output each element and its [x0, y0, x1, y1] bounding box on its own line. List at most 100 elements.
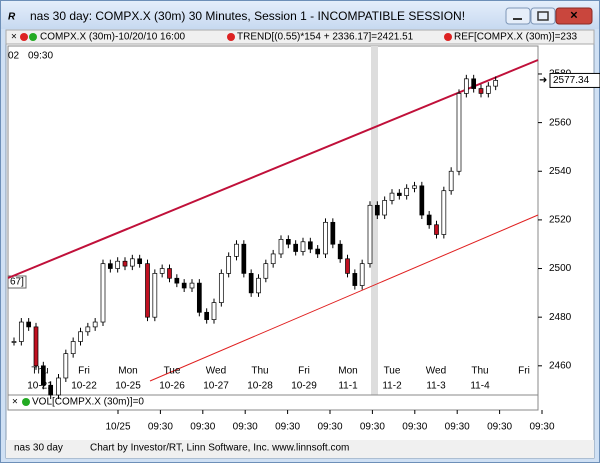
- candle-body: [107, 263, 113, 269]
- y-tick-label: 2480: [549, 312, 572, 323]
- day-weekday: Tue: [164, 366, 181, 377]
- time-label: 09:30: [275, 422, 300, 433]
- candle-body: [389, 192, 395, 201]
- volume-sep: ×: [12, 397, 18, 408]
- close-icon: ✕: [570, 11, 578, 22]
- candle-body: [159, 268, 165, 274]
- time-label: 09:30: [190, 422, 215, 433]
- legend-dot: [29, 33, 37, 41]
- time-label: 09:30: [487, 422, 512, 433]
- day-weekday: Tue: [384, 366, 401, 377]
- candle-body: [122, 260, 128, 267]
- candle-body: [293, 243, 299, 252]
- session-gap: [371, 46, 378, 395]
- clipped-box: [7, 275, 27, 289]
- day-date: 10-27: [203, 381, 229, 392]
- day-weekday: Thu: [471, 366, 488, 377]
- minimize-button[interactable]: [505, 7, 531, 25]
- candle-body: [382, 200, 388, 216]
- chart-layer: 2460248025002520254025602580Thu10-21Fri1…: [11, 69, 600, 433]
- legend-sep: ×: [11, 32, 17, 43]
- time-label: 09:30: [148, 422, 173, 433]
- footer-name: nas 30 day: [14, 443, 63, 454]
- candle-body: [152, 273, 158, 318]
- candle-body: [315, 248, 321, 255]
- day-date: 11-2: [382, 381, 402, 392]
- clipped-value: 67]: [10, 277, 24, 288]
- day-weekday: Wed: [426, 366, 446, 377]
- day-weekday: Wed: [206, 366, 226, 377]
- day-date: 10-22: [71, 381, 97, 392]
- day-date: 10-26: [159, 381, 185, 392]
- candle-body: [396, 192, 402, 196]
- candle-body: [48, 384, 54, 396]
- candle-body: [234, 243, 239, 257]
- candle-body: [56, 377, 61, 396]
- candle-body: [456, 93, 462, 172]
- candle-body: [493, 80, 499, 87]
- maximize-button[interactable]: [530, 7, 556, 25]
- candle-body: [129, 258, 135, 267]
- candle-body: [337, 243, 343, 260]
- candle-body: [374, 204, 380, 216]
- app-icon: R: [8, 12, 16, 23]
- candle-body: [426, 214, 432, 226]
- day-date: 10-25: [115, 381, 141, 392]
- time-label: 09:30: [445, 422, 470, 433]
- candle-body: [40, 365, 46, 386]
- time-label: 10/25: [105, 422, 130, 433]
- clipped-time: 09:30: [28, 51, 53, 62]
- candle-body: [485, 85, 491, 94]
- day-weekday: Mon: [118, 366, 137, 377]
- candle-body: [471, 78, 477, 89]
- candle-body: [263, 263, 269, 279]
- candle-body: [167, 268, 172, 279]
- time-label: 09:30: [233, 422, 258, 433]
- candle-body: [463, 78, 469, 94]
- candle-body: [115, 260, 121, 269]
- volume-label: VOL[COMPX.X (30m)]=0: [32, 397, 144, 408]
- y-tick-label: 2540: [549, 166, 572, 177]
- legend-dot: [444, 33, 452, 41]
- candle-body: [174, 277, 180, 284]
- y-tick-label: 2520: [549, 215, 572, 226]
- day-date: 11-1: [338, 381, 358, 392]
- legend-ref: REF[COMPX.X (30m)]=233: [454, 32, 578, 43]
- candle-body: [85, 326, 91, 333]
- candle-body: [323, 221, 328, 255]
- day-weekday: Thu: [31, 366, 48, 377]
- candle-body: [352, 273, 358, 286]
- candle-body: [204, 311, 210, 320]
- day-date: 10-28: [247, 381, 273, 392]
- legend-dot: [22, 398, 30, 406]
- candle-body: [278, 238, 284, 255]
- candle-body: [218, 273, 224, 303]
- day-date: 10-29: [291, 381, 317, 392]
- candle-body: [256, 277, 261, 294]
- candle-body: [100, 263, 106, 323]
- time-label: 09:30: [360, 422, 385, 433]
- candle-body: [33, 326, 39, 367]
- status-bar: [6, 440, 594, 458]
- candle-body: [137, 258, 143, 265]
- day-weekday: Fri: [298, 366, 310, 377]
- time-label: 09:30: [529, 422, 554, 433]
- candle-body: [78, 331, 83, 342]
- day-weekday: Fri: [518, 366, 530, 377]
- candle-body: [18, 321, 24, 342]
- clipped-date: 02: [8, 51, 20, 62]
- candle-body: [330, 221, 336, 245]
- day-weekday: Mon: [338, 366, 357, 377]
- y-tick-label: 2500: [549, 263, 572, 274]
- candle-body: [412, 185, 417, 189]
- legend-dot: [20, 33, 28, 41]
- legend-trend: TREND[(0.55)*154 + 2336.17]=2421.51: [237, 32, 414, 43]
- candle-body: [211, 302, 217, 320]
- y-tick-label: 2460: [549, 360, 572, 371]
- candle-body: [345, 258, 350, 274]
- day-weekday: Thu: [251, 366, 268, 377]
- candle-body: [307, 241, 313, 250]
- footer-credit: Chart by Investor/RT, Linn Software, Inc…: [90, 443, 349, 454]
- close-button[interactable]: [555, 7, 593, 25]
- time-label: 09:30: [317, 422, 342, 433]
